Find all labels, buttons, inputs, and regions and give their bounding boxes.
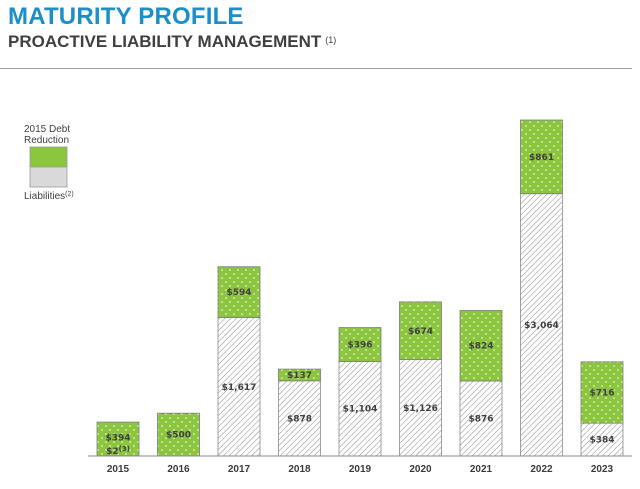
bar-liabilities-2017 xyxy=(217,317,261,457)
label-liabilities-2021: $876 xyxy=(468,415,493,425)
bar-reduction-2020 xyxy=(399,301,442,361)
label-reduction-2016: $500 xyxy=(166,431,191,441)
label-liabilities-2018: $878 xyxy=(287,414,312,424)
legend-swatch-liabilities xyxy=(29,166,68,188)
x-tick-2016: 2016 xyxy=(167,464,190,475)
label-liabilities-2022: $3,064 xyxy=(524,321,559,331)
label-liabilities-2020: $1,126 xyxy=(403,404,438,414)
label-reduction-2021: $824 xyxy=(468,342,493,352)
label-reduction-2018: $137 xyxy=(287,371,312,381)
bar-reduction-2017 xyxy=(217,266,261,318)
x-axis-ticks: 2015 2016 2017 2018 2019 2020 2021 2022 2023 xyxy=(107,464,614,475)
label-reduction-2022: $861 xyxy=(529,153,554,163)
label-reduction-2015: $394 xyxy=(105,433,130,443)
x-tick-2019: 2019 xyxy=(349,464,372,475)
title-divider xyxy=(0,68,632,69)
label-reduction-2020: $674 xyxy=(408,327,433,337)
bar-reduction-2019 xyxy=(338,327,382,362)
bar-liabilities-2019 xyxy=(338,361,382,457)
bar-reduction-2021 xyxy=(459,310,503,382)
page-subtitle: PROACTIVE LIABILITY MANAGEMENT (1) xyxy=(8,31,336,53)
bar-liabilities-2018 xyxy=(278,380,321,457)
subtitle-text: PROACTIVE LIABILITY MANAGEMENT xyxy=(8,32,322,51)
bar-reduction-2016 xyxy=(157,412,200,457)
subtitle-footnote: (1) xyxy=(325,35,337,45)
legend-label-reduction-2: Reduction xyxy=(24,135,69,146)
label-reduction-2023: $716 xyxy=(589,388,614,398)
x-tick-2018: 2018 xyxy=(288,464,311,475)
x-tick-2017: 2017 xyxy=(228,464,251,475)
legend-label-reduction: 2015 Debt xyxy=(24,124,70,135)
page-title: MATURITY PROFILE xyxy=(8,3,244,30)
label-liabilities-2023: $384 xyxy=(589,436,614,446)
legend-swatch-reduction xyxy=(29,146,68,168)
x-tick-2015: 2015 xyxy=(107,464,130,475)
bar-liabilities-2020 xyxy=(399,359,442,457)
x-tick-2022: 2022 xyxy=(530,464,553,475)
bar-reduction-2022 xyxy=(520,119,563,195)
bar-liabilities-2023 xyxy=(580,422,624,457)
bar-reduction-2018 xyxy=(278,368,321,382)
x-tick-2020: 2020 xyxy=(409,464,432,475)
x-tick-2021: 2021 xyxy=(470,464,493,475)
label-liabilities-2017: $1,617 xyxy=(222,383,257,393)
legend-label-liabilities: Liabilities(2) xyxy=(24,191,74,202)
labels-group: $394$2(3)$500$1,617$594$878$137$1,104$39… xyxy=(105,153,614,457)
bars-group xyxy=(96,119,624,457)
label-liabilities-2019: $1,104 xyxy=(343,405,378,415)
label-reduction-2019: $396 xyxy=(347,341,372,351)
label-reduction-2017: $594 xyxy=(226,288,251,298)
chart-legend: 2015 Debt Reduction Liabilities(2) xyxy=(24,124,74,202)
bar-liabilities-2021 xyxy=(459,380,503,457)
bar-reduction-2023 xyxy=(580,361,624,424)
x-tick-2023: 2023 xyxy=(591,464,614,475)
